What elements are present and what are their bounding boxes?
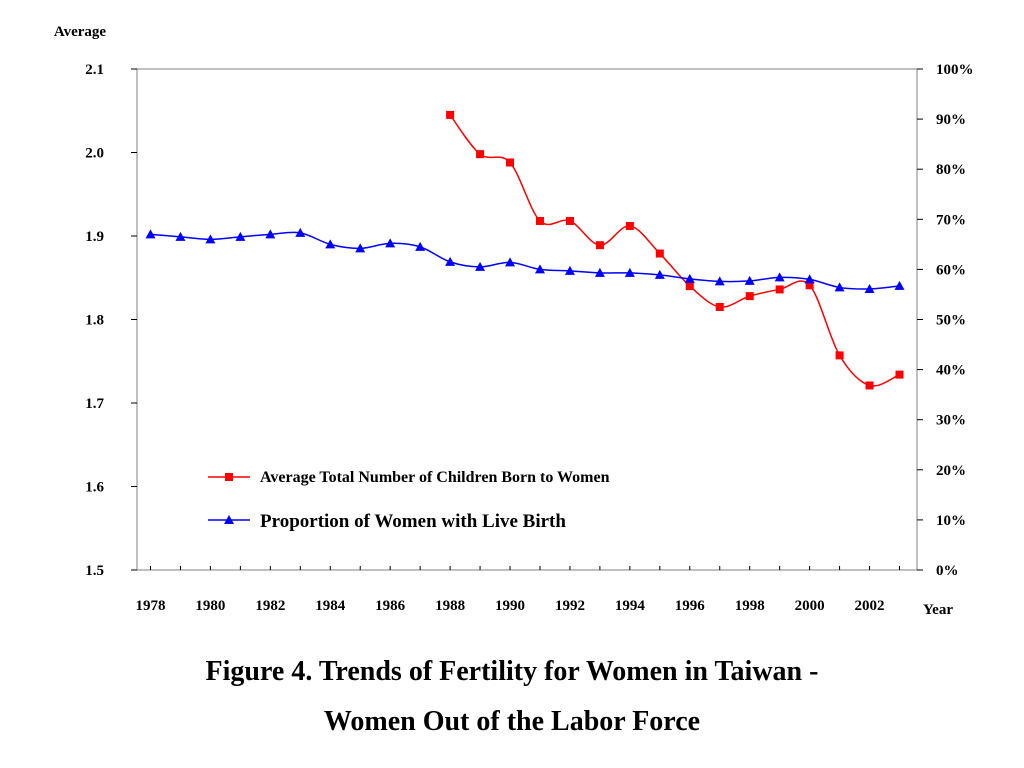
legend-item-children: Average Total Number of Children Born to…: [208, 469, 610, 486]
data-point-live-birth: [684, 273, 695, 283]
x-tick-label: 1988: [435, 598, 465, 614]
x-tick-label: 1998: [735, 598, 765, 614]
left-tick-label: 1.6: [85, 480, 104, 496]
left-tick-label: 2.1: [85, 62, 104, 78]
data-point-children: [595, 241, 604, 250]
data-point-live-birth: [415, 241, 426, 251]
fertility-chart: Average Year 2.1 2.0 1.9 1.8 1.7 1.6 1.5 100% 9…: [54, 24, 974, 618]
x-tick-label: 1994: [615, 598, 646, 614]
data-point-children: [745, 292, 754, 301]
x-tick-label: 1978: [136, 598, 166, 614]
left-tick-label: 1.5: [85, 563, 104, 579]
data-point-children: [535, 216, 544, 225]
data-point-live-birth: [265, 229, 276, 239]
data-point-live-birth: [534, 264, 545, 274]
data-point-children: [685, 282, 694, 291]
data-point-live-birth: [654, 269, 665, 279]
x-tick-label: 1996: [675, 598, 706, 614]
data-point-children: [835, 351, 844, 360]
data-point-live-birth: [864, 283, 875, 293]
data-point-live-birth: [385, 238, 396, 248]
data-point-live-birth: [325, 239, 336, 249]
x-tick-label: 1990: [495, 598, 525, 614]
data-point-live-birth: [804, 274, 815, 284]
data-point-live-birth: [505, 257, 516, 267]
data-point-children: [865, 381, 874, 390]
data-point-live-birth: [445, 256, 456, 266]
x-tick-label: 1992: [555, 598, 585, 614]
data-point-live-birth: [355, 243, 366, 253]
data-point-live-birth: [235, 231, 246, 241]
plot-area: [136, 68, 918, 571]
data-point-live-birth: [624, 267, 635, 277]
data-point-live-birth: [205, 234, 216, 244]
x-tick-label: 1982: [255, 598, 285, 614]
legend-square-marker: [225, 473, 233, 481]
series-line-children: [449, 114, 900, 387]
figure-caption-line-2: Women Out of the Labor Force: [323, 706, 701, 737]
legend-item-live-birth: Proportion of Women with Live Birth: [208, 511, 566, 532]
data-point-children: [805, 281, 814, 290]
x-tick-label: 2000: [795, 598, 825, 614]
data-point-children: [625, 221, 634, 230]
left-tick-label: 1.8: [85, 313, 104, 329]
x-axis-label: Year: [923, 602, 953, 618]
right-tick-label: 80%: [936, 162, 966, 178]
legend: Average Total Number of Children Born to…: [208, 469, 610, 532]
right-tick-label: 20%: [936, 463, 966, 479]
left-tick-label: 1.7: [85, 396, 104, 412]
data-point-live-birth: [594, 267, 605, 277]
right-tick-label: 70%: [936, 212, 966, 228]
data-point-live-birth: [145, 229, 156, 239]
x-tick-label: 1984: [315, 598, 346, 614]
left-tick-label: 1.9: [85, 229, 104, 245]
legend-label-live-birth: Proportion of Women with Live Birth: [260, 511, 566, 532]
data-point-children: [715, 302, 724, 311]
x-tick-label: 1980: [195, 598, 225, 614]
right-tick-label: 60%: [936, 262, 966, 278]
right-tick-label: 100%: [936, 62, 974, 78]
right-tick-label: 0%: [936, 563, 959, 579]
data-point-live-birth: [564, 265, 575, 275]
figure-caption-line-1: Figure 4. Trends of Fertility for Women …: [205, 656, 819, 687]
x-tick-label: 2002: [855, 598, 885, 614]
data-point-children: [655, 249, 664, 258]
right-tick-label: 90%: [936, 112, 966, 128]
right-tick-label: 30%: [936, 413, 966, 429]
data-point-children: [775, 285, 784, 294]
data-point-children: [446, 110, 455, 119]
left-tick-label: 2.0: [85, 146, 104, 162]
data-point-live-birth: [295, 227, 306, 237]
left-axis-label: Average: [54, 24, 107, 40]
data-point-live-birth: [744, 275, 755, 285]
data-point-live-birth: [774, 272, 785, 282]
data-point-live-birth: [894, 280, 905, 290]
data-point-children: [895, 370, 904, 379]
data-point-children: [506, 158, 515, 167]
data-point-live-birth: [834, 282, 845, 292]
data-point-live-birth: [175, 231, 186, 241]
data-point-live-birth: [475, 261, 486, 271]
right-tick-label: 10%: [936, 513, 966, 529]
legend-label-children: Average Total Number of Children Born to…: [260, 469, 610, 486]
x-tick-label: 1986: [375, 598, 406, 614]
right-tick-label: 40%: [936, 363, 966, 379]
right-tick-label: 50%: [936, 313, 966, 329]
legend-triangle-marker: [224, 515, 234, 524]
data-point-children: [476, 150, 485, 159]
data-point-children: [565, 216, 574, 225]
data-point-live-birth: [714, 276, 725, 286]
